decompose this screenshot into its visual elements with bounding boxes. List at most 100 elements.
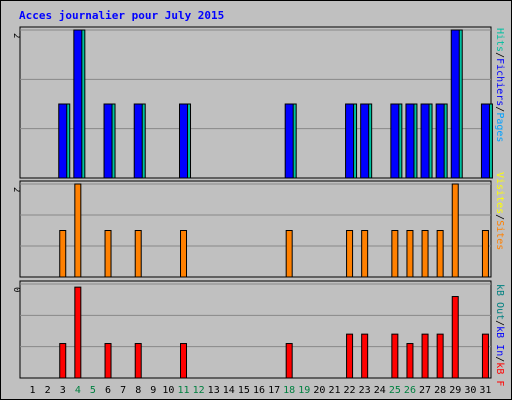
x-label-day: 31: [479, 385, 491, 396]
side-label-part: /: [494, 320, 505, 326]
x-label-day: 16: [253, 385, 265, 396]
panel-hits-files-pages: 2: [11, 26, 493, 179]
bar-kb-f-day-3: [59, 343, 67, 379]
bar-kb-f-day-8: [134, 343, 142, 379]
bar-sites-day-25: [391, 230, 399, 278]
bar-kb-f-day-28: [436, 333, 444, 379]
x-label-day: 3: [60, 385, 66, 396]
x-label-day: 5: [90, 385, 96, 396]
y-max-label: 0: [11, 287, 21, 292]
x-label-day: 30: [464, 385, 476, 396]
side-label-top: Hits/Fichiers/Pages: [494, 28, 505, 142]
x-axis-labels: 1 2 3 4 5 6 7 8 9 10 11 12 13 14 15 16 17 18 19 20 21 22 23 24 2…: [30, 385, 492, 396]
side-label-part: Sites: [494, 220, 505, 250]
x-label-day: 2: [45, 385, 51, 396]
x-label-day: 6: [105, 385, 111, 396]
side-label-part: kB In: [494, 326, 505, 356]
bar-sites-day-6: [104, 230, 112, 278]
x-label-day: 7: [120, 385, 126, 396]
bar-fichiers-day-25: [390, 103, 400, 179]
bar-fichiers-day-31: [480, 103, 490, 179]
x-label-day: 1: [30, 385, 36, 396]
bar-sites-day-8: [134, 230, 142, 278]
panel-kb: 0: [11, 280, 492, 379]
panel-background: [19, 180, 492, 278]
bar-sites-day-22: [346, 230, 354, 278]
x-label-day: 4: [75, 385, 81, 396]
chart-title: Acces journalier pour July 2015: [19, 9, 224, 22]
side-label-part: /: [494, 106, 505, 112]
x-label-day: 14: [223, 385, 235, 396]
bar-fichiers-day-23: [360, 103, 370, 179]
bar-sites-day-28: [436, 230, 444, 278]
bar-fichiers-day-27: [420, 103, 430, 179]
bar-sites-day-26: [406, 230, 414, 278]
bar-fichiers-day-6: [103, 103, 113, 179]
bar-kb-f-day-4: [74, 286, 82, 379]
x-label-day: 8: [135, 385, 141, 396]
x-label-day: 19: [298, 385, 310, 396]
bar-fichiers-day-4: [73, 29, 83, 179]
x-label-day: 23: [359, 385, 371, 396]
bar-sites-day-4: [74, 183, 82, 278]
side-label-part: Hits: [494, 28, 505, 52]
x-label-day: 27: [419, 385, 431, 396]
side-label-part: Fichiers: [494, 58, 505, 106]
bar-fichiers-day-29: [450, 29, 460, 179]
side-label-part: /: [494, 356, 505, 362]
bar-sites-day-29: [451, 183, 459, 278]
x-label-day: 11: [177, 385, 189, 396]
side-label-part: /: [494, 214, 505, 220]
side-label-part: Pages: [494, 112, 505, 142]
bar-sites-day-3: [59, 230, 67, 278]
panel-visits-sites: 2: [11, 180, 492, 278]
bar-sites-day-11: [180, 230, 188, 278]
bar-fichiers-day-22: [345, 103, 355, 179]
bar-fichiers-day-3: [58, 103, 68, 179]
bar-sites-day-31: [481, 230, 489, 278]
bar-fichiers-day-18: [284, 103, 294, 179]
x-label-day: 21: [328, 385, 340, 396]
x-label-day: 13: [208, 385, 220, 396]
bar-kb-f-day-26: [406, 343, 414, 379]
x-label-day: 20: [313, 385, 325, 396]
x-label-day: 29: [449, 385, 461, 396]
y-max-label: 2: [11, 187, 21, 192]
side-label-part: kB Out: [494, 284, 505, 320]
side-label-part: /: [494, 52, 505, 58]
x-label-day: 12: [193, 385, 205, 396]
panel-background: [19, 26, 492, 179]
x-label-day: 9: [150, 385, 156, 396]
x-label-day: 25: [389, 385, 401, 396]
x-label-day: 17: [268, 385, 280, 396]
bar-kb-f-day-25: [391, 333, 399, 379]
side-label-part: Visites: [494, 172, 505, 214]
x-label-day: 18: [283, 385, 295, 396]
bar-kb-f-day-27: [421, 333, 429, 379]
x-label-day: 24: [374, 385, 386, 396]
bar-kb-f-day-29: [451, 296, 459, 379]
x-label-day: 28: [434, 385, 446, 396]
bar-kb-f-day-18: [285, 343, 293, 379]
x-label-day: 22: [344, 385, 356, 396]
bar-sites-day-18: [285, 230, 293, 278]
bar-kb-f-day-6: [104, 343, 112, 379]
bar-sites-day-23: [361, 230, 369, 278]
bar-fichiers-day-11: [179, 103, 189, 179]
y-max-label: 2: [11, 33, 21, 38]
side-label-middle: Visites/Sites: [494, 172, 505, 250]
bar-kb-f-day-22: [346, 333, 354, 379]
bar-fichiers-day-26: [405, 103, 415, 179]
x-label-day: 26: [404, 385, 416, 396]
panel-background: [19, 280, 492, 379]
bar-kb-f-day-23: [361, 333, 369, 379]
side-label-part: kB F: [494, 362, 505, 386]
x-label-day: 10: [162, 385, 174, 396]
x-label-day: 15: [238, 385, 250, 396]
bar-kb-f-day-31: [481, 333, 489, 379]
bar-sites-day-27: [421, 230, 429, 278]
bar-kb-f-day-11: [180, 343, 188, 379]
bar-fichiers-day-8: [133, 103, 143, 179]
